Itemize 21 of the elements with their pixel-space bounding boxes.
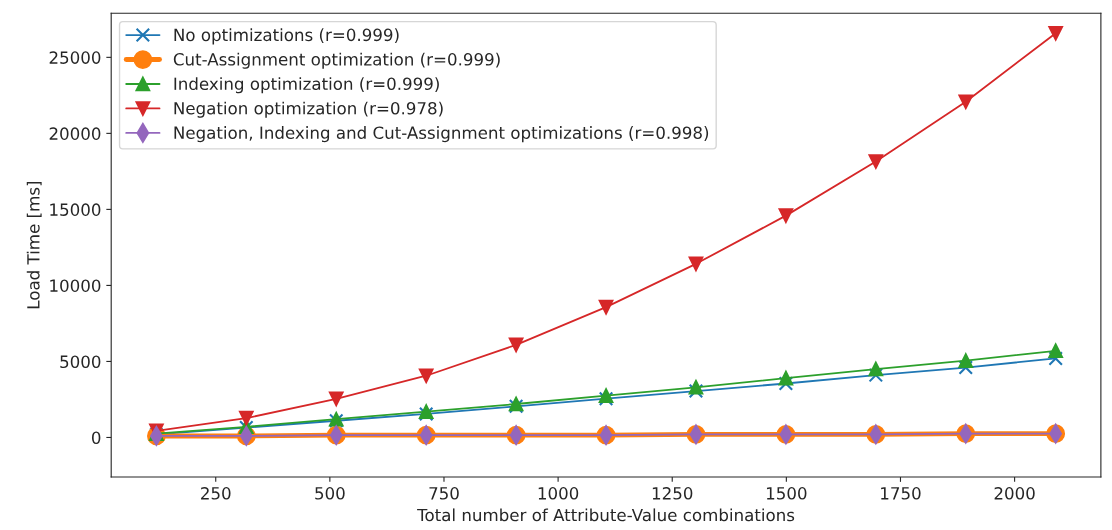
y-tick-label: 20000	[49, 127, 101, 140]
y-axis-title: Load Time [ms]	[26, 181, 42, 309]
legend-label: Negation optimization (r=0.978)	[174, 101, 443, 118]
legend-label: Negation, Indexing and Cut-Assignment optimizations (r=0.998)	[174, 126, 709, 143]
legend-label: No optimizations (r=0.999)	[174, 28, 399, 45]
x-axis-title: Total number of Attribute-Value combinations	[417, 508, 795, 522]
x-tick-label: 1500	[766, 487, 807, 500]
legend-label: Cut-Assignment optimization (r=0.999)	[173, 52, 500, 69]
x-tick-label: 500	[315, 487, 345, 500]
y-tick-label: 25000	[49, 51, 101, 64]
legend-label: Indexing optimization (r=0.999)	[174, 77, 439, 94]
y-tick-label: 15000	[50, 203, 101, 216]
x-tick-label: 1750	[881, 487, 921, 500]
x-tick-label: 1250	[652, 487, 693, 500]
y-tick-label: 10000	[50, 279, 101, 292]
x-tick-label: 750	[429, 487, 459, 500]
x-tick-label: 250	[201, 487, 231, 500]
x-tick-label: 1000	[538, 487, 579, 500]
y-tick-label: 0	[91, 431, 101, 445]
x-tick-label: 2000	[994, 487, 1035, 500]
y-tick-label: 5000	[60, 355, 101, 369]
